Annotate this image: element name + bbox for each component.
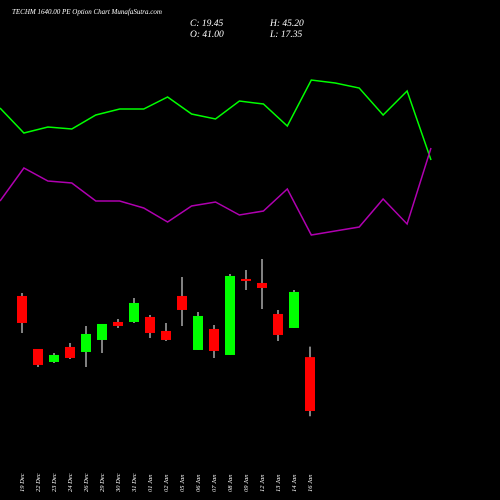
candle-body [17,295,27,323]
ohlc-label: O: 41.00 [190,30,224,40]
indicator-line [0,79,432,161]
x-tick-label: 22 Dec [35,473,42,492]
ohlc-label: H: 45.20 [269,19,304,29]
x-tick-label: 13 Jan [275,474,282,492]
indicator-line [0,147,432,236]
candle-body [113,321,123,326]
candle-body [241,278,251,281]
x-tick-label: 24 Dec [67,473,74,492]
x-tick-label: 02 Jan [163,474,170,492]
chart-title: TECHM 1640.00 PE Option Chart MunafaSutr… [12,8,162,16]
x-tick-label: 29 Dec [99,473,106,492]
candle-body [257,282,267,288]
x-tick-label: 26 Dec [83,473,90,492]
x-tick-label: 19 Dec [19,473,26,492]
candle-body [209,328,219,351]
ohlc-label: L: 17.35 [269,30,302,40]
candle-body [33,348,43,365]
ohlc-label: C: 19.45 [190,19,224,29]
candle-body [177,295,187,310]
candle-body [145,316,155,333]
x-tick-label: 14 Jan [291,474,298,492]
candle-body [49,354,59,362]
x-tick-label: 07 Jan [211,474,218,492]
candle-body [193,315,203,350]
candle-body [129,302,139,322]
candle-body [97,323,107,340]
x-tick-label: 08 Jan [227,474,234,492]
candle-body [81,333,91,352]
x-tick-label: 05 Jan [179,474,186,492]
x-tick-label: 09 Jan [243,474,250,492]
candle-body [161,330,171,340]
candle-body [65,346,75,358]
candle-body [273,313,283,335]
candle-body [225,275,235,355]
x-tick-label: 30 Dec [115,473,122,493]
candle-body [289,291,299,328]
x-tick-label: 31 Dec [131,473,138,493]
x-tick-label: 16 Jan [307,474,314,492]
x-tick-label: 12 Jan [259,474,266,492]
candle-body [305,357,315,411]
x-tick-label: 01 Jan [147,474,154,492]
x-tick-label: 23 Dec [51,473,58,492]
x-tick-label: 06 Jan [195,474,202,492]
